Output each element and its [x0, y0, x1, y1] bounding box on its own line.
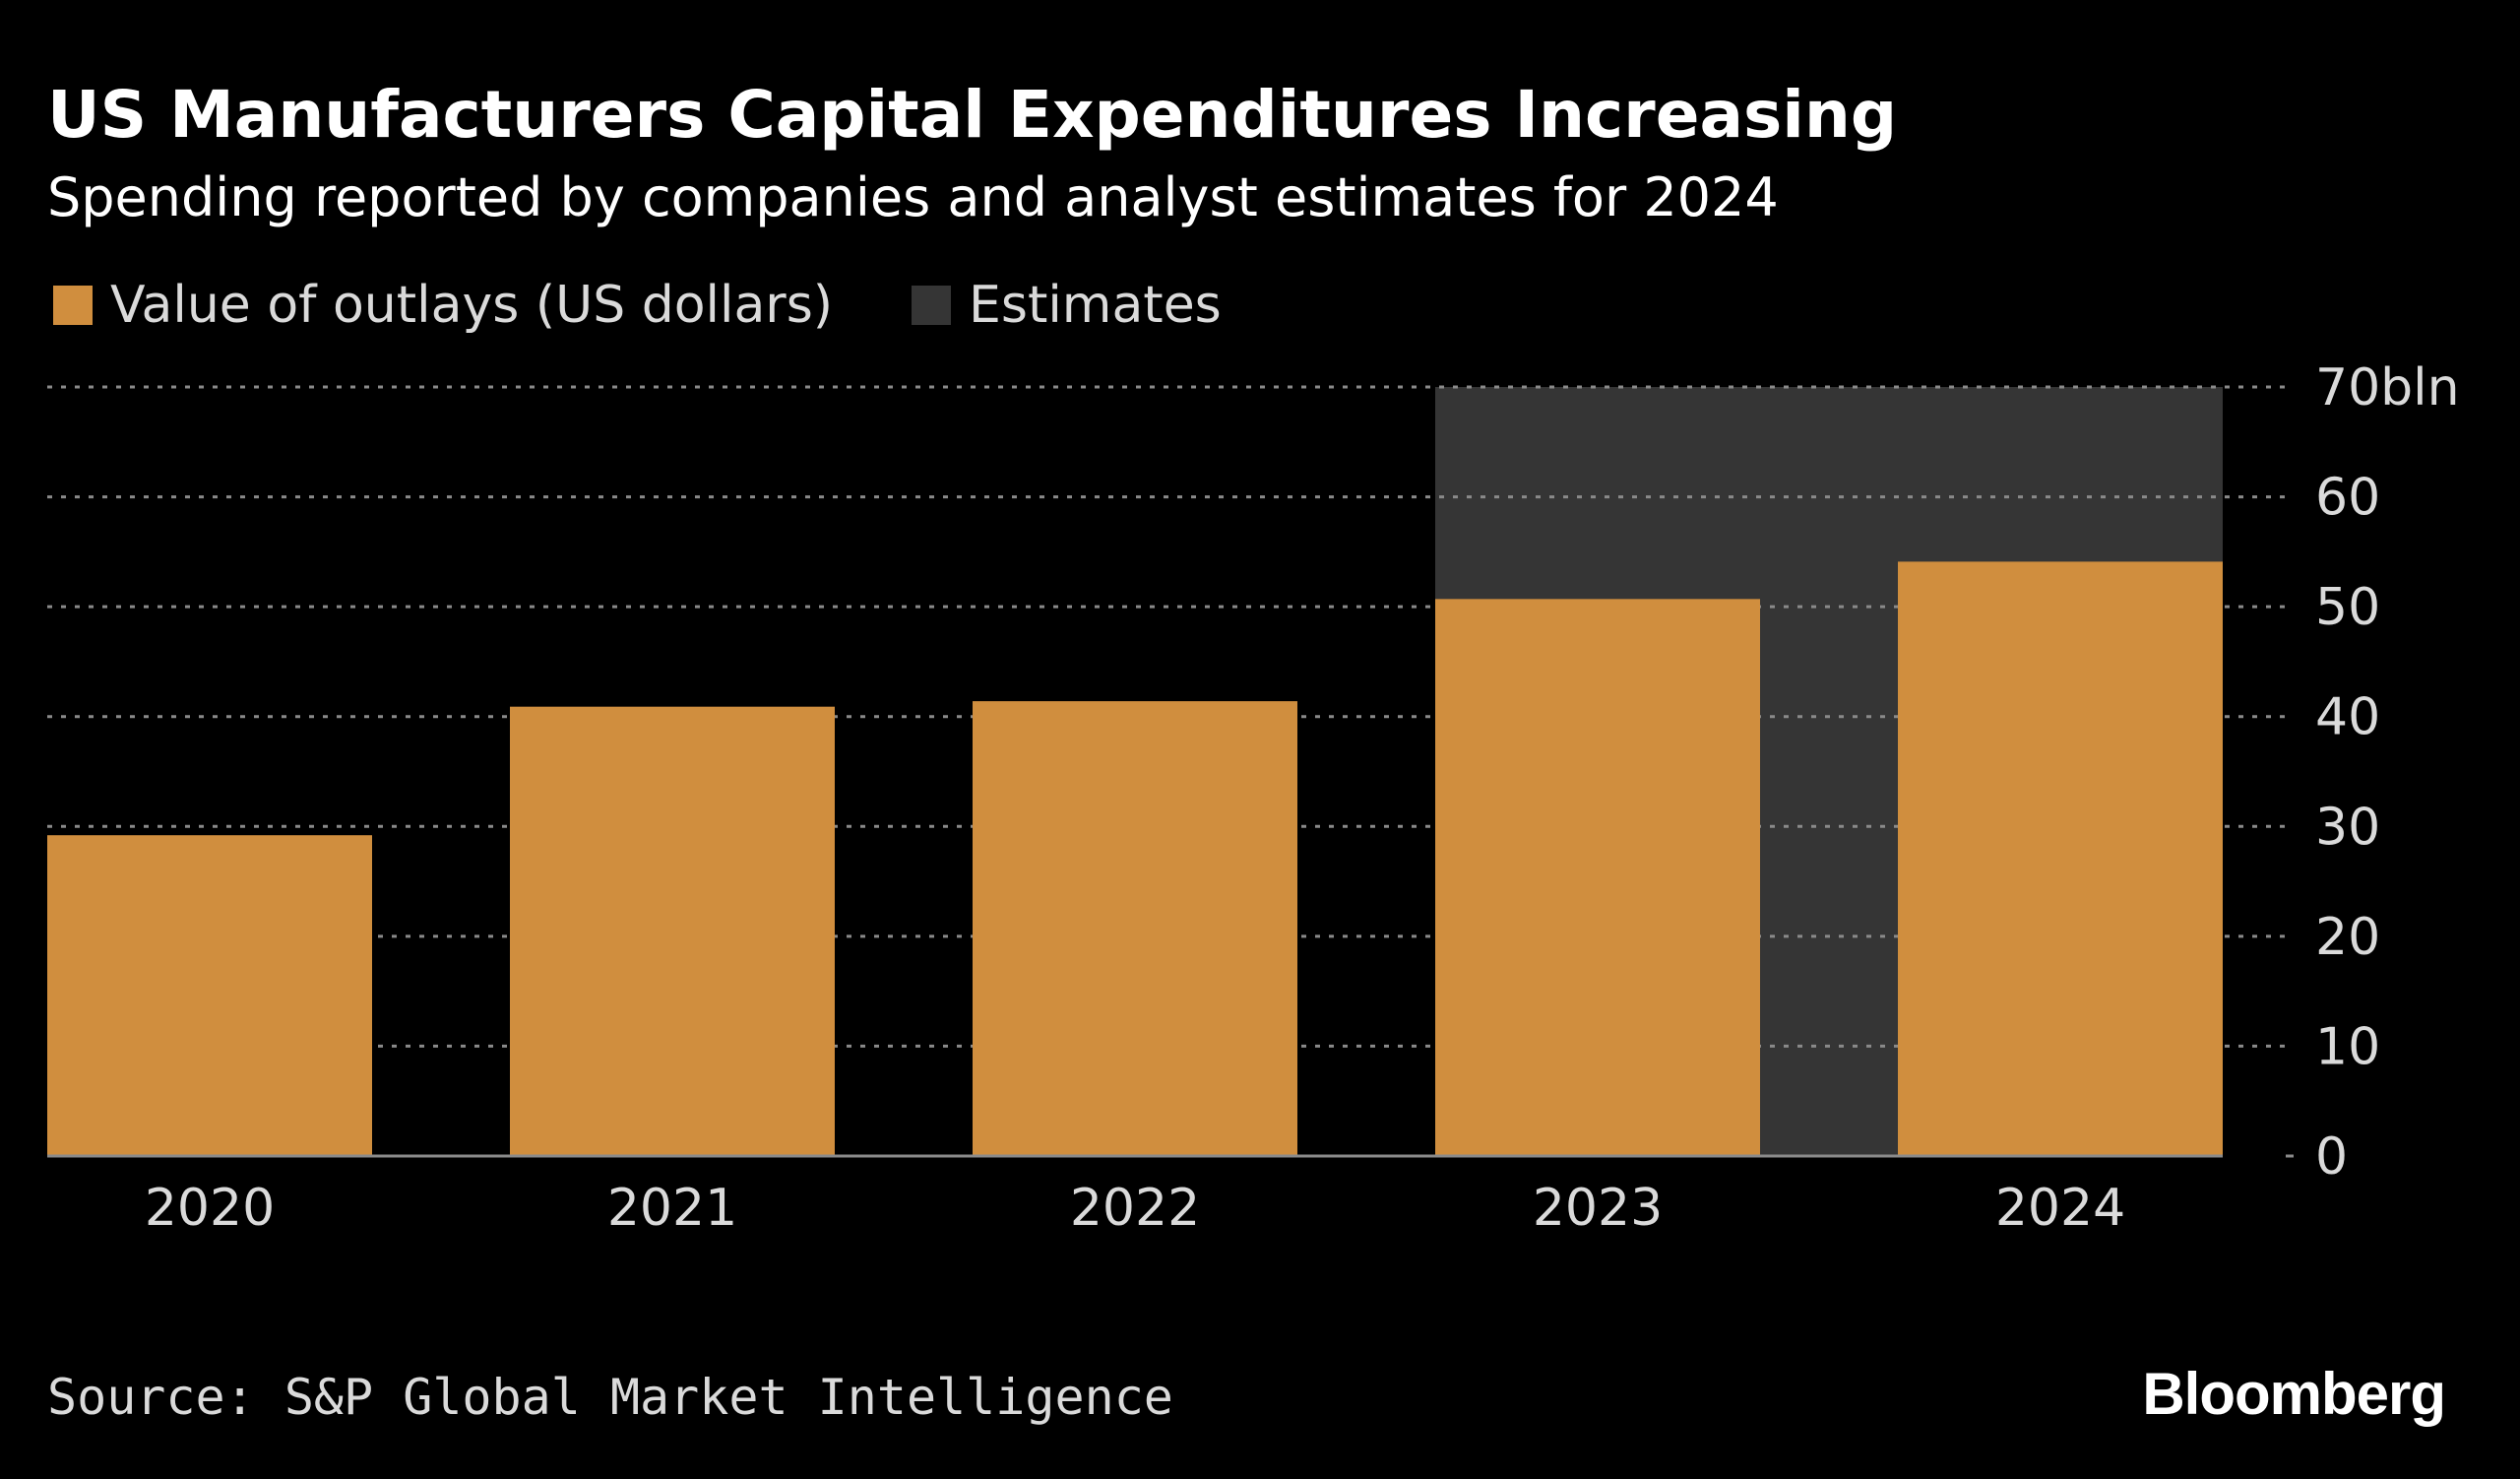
y-tick-label: 50: [2315, 578, 2380, 637]
legend-item-estimates: Estimates: [912, 280, 1222, 331]
bar-2024: [1898, 561, 2223, 1156]
y-tick-label: 20: [2315, 908, 2380, 967]
legend-swatch-outlays: [53, 286, 93, 325]
y-tick-label: 0: [2315, 1127, 2348, 1187]
y-tick-label: 60: [2315, 469, 2380, 528]
x-tick-label: 2021: [607, 1179, 737, 1238]
bar-2021: [510, 706, 835, 1156]
bar-chart: 0 10 20 30 40 50 60 70bln 2020 2021 2022 2023 2024: [47, 358, 2460, 1238]
x-tick-label: 2023: [1533, 1179, 1663, 1238]
chart-subtitle: Spending reported by companies and analy…: [47, 166, 1779, 228]
bar-2020: [47, 835, 372, 1156]
source-note: Source: S&P Global Market Intelligence: [47, 1369, 1173, 1426]
bar-2023: [1435, 599, 1760, 1156]
x-tick-label: 2024: [1995, 1179, 2125, 1238]
legend-swatch-estimates: [912, 286, 951, 325]
y-tick-label: 40: [2315, 688, 2380, 747]
legend-item-outlays: Value of outlays (US dollars): [53, 280, 833, 331]
y-tick-label: 70bln: [2315, 358, 2460, 418]
chart-title: US Manufacturers Capital Expenditures In…: [47, 77, 1898, 153]
y-tick-label: 30: [2315, 798, 2380, 857]
legend-label-outlays: Value of outlays (US dollars): [110, 276, 834, 335]
y-tick-label: 10: [2315, 1017, 2380, 1076]
x-tick-label: 2022: [1070, 1179, 1200, 1238]
legend-label-estimates: Estimates: [969, 276, 1222, 335]
x-tick-label: 2020: [145, 1179, 275, 1238]
bloomberg-logo: Bloomberg: [2142, 1361, 2446, 1427]
bar-2022: [973, 701, 1297, 1156]
